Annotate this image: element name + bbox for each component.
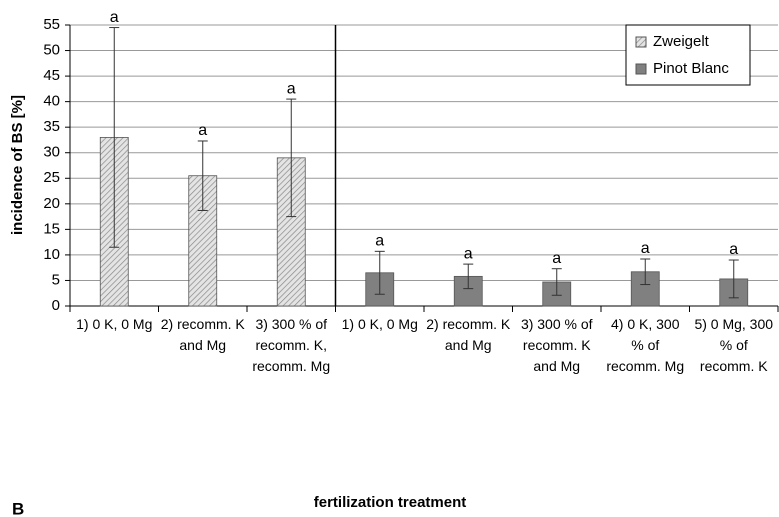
significance-letter: a — [375, 233, 384, 250]
legend-label: Pinot Blanc — [653, 60, 729, 77]
y-tick-label: 30 — [43, 144, 60, 161]
x-tick-label: 3) 300 % of recomm. K, recomm. Mg — [252, 316, 331, 374]
x-axis-label: fertilization treatment — [314, 494, 467, 511]
significance-letter: a — [110, 9, 119, 26]
x-tick-label: 3) 300 % of recomm. K and Mg — [520, 316, 593, 374]
significance-letter: a — [198, 122, 207, 139]
significance-letter: a — [729, 241, 738, 258]
significance-letter: a — [464, 245, 473, 262]
x-tick-label: 5) 0 Mg, 300 % of recomm. K — [694, 316, 774, 374]
significance-letter: a — [552, 250, 561, 267]
y-tick-label: 25 — [43, 169, 60, 186]
y-tick-label: 0 — [52, 297, 60, 314]
y-tick-label: 5 — [52, 271, 60, 288]
significance-letter: a — [641, 240, 650, 257]
panel-label: B — [12, 499, 24, 517]
y-tick-label: 55 — [43, 16, 60, 33]
y-tick-label: 20 — [43, 195, 60, 212]
y-tick-label: 40 — [43, 93, 60, 110]
significance-letter: a — [287, 80, 296, 97]
x-tick-label: 2) recomm. K and Mg — [426, 316, 511, 353]
legend-box — [625, 24, 751, 86]
y-tick-label: 45 — [43, 67, 60, 84]
x-tick-label: 1) 0 K, 0 Mg — [76, 316, 153, 332]
x-tick-label: 1) 0 K, 0 Mg — [341, 316, 418, 332]
y-axis-label: incidence of BS [%] — [9, 95, 26, 235]
x-tick-label: 2) recomm. K and Mg — [160, 316, 245, 353]
y-tick-label: 10 — [43, 246, 60, 263]
legend-label: Zweigelt — [653, 33, 710, 50]
x-tick-label: 4) 0 K, 300 % of recomm. Mg — [606, 316, 685, 374]
legend-swatch — [635, 36, 647, 48]
y-tick-label: 15 — [43, 220, 60, 237]
legend-swatch — [635, 63, 647, 75]
y-tick-label: 35 — [43, 118, 60, 135]
y-tick-label: 50 — [43, 42, 60, 59]
